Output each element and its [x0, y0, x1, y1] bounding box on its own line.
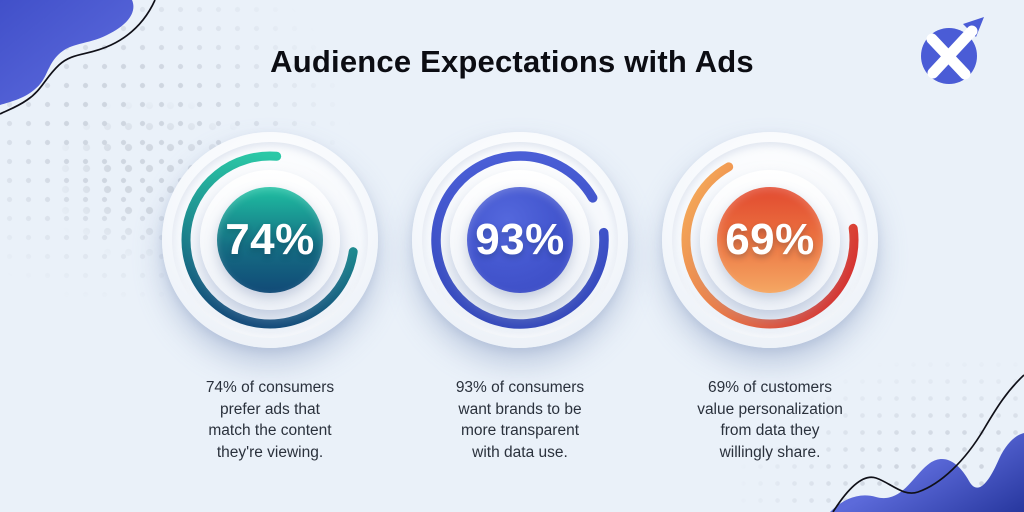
caption-line: 74% of consumers	[205, 379, 335, 396]
caption-line: 93% of consumers	[455, 379, 585, 396]
caption-line: with data use.	[472, 443, 568, 461]
caption-line: they're viewing.	[216, 443, 324, 461]
gauge-93: 93%	[412, 132, 628, 348]
gauge-69: 69%	[662, 132, 878, 348]
gauge-inner-plate: 74%	[200, 170, 340, 310]
caption-line: prefer ads that	[220, 400, 320, 418]
stat-column-69: 69% 69% of customers value personalizati…	[655, 132, 885, 463]
brand-logo-icon	[921, 17, 984, 84]
caption-line: from data they	[720, 422, 820, 439]
page-title: Audience Expectations with Ads	[270, 44, 754, 79]
caption-line: willingly share.	[719, 443, 821, 461]
stat-caption: 74% of consumers prefer ads that match t…	[155, 377, 385, 463]
percent-label: 93%	[475, 215, 565, 264]
gauge-disc: 69%	[717, 187, 823, 293]
caption-line: value personalization	[697, 400, 843, 418]
stat-caption: 69% of customers value personalization f…	[655, 377, 885, 463]
caption-line: more transparent	[460, 422, 580, 439]
stat-column-74: 74% 74% of consumers prefer ads that mat…	[155, 132, 385, 463]
caption-line: 69% of customers	[707, 379, 833, 396]
percent-label: 69%	[725, 215, 815, 264]
progress-ring-93-icon	[431, 151, 609, 329]
gauge-disc: 74%	[217, 187, 323, 293]
caption-line: want brands to be	[458, 400, 582, 418]
gauge-inner-plate: 93%	[450, 170, 590, 310]
progress-ring-74-icon	[181, 151, 359, 329]
gauge-disc: 93%	[467, 187, 573, 293]
stat-caption: 93% of consumers want brands to be more …	[405, 377, 635, 463]
progress-ring-69-icon	[681, 151, 859, 329]
stat-column-93: 93% 93% of consumers want brands to be m…	[405, 132, 635, 463]
gauge-74: 74%	[162, 132, 378, 348]
caption-line: match the content	[208, 422, 332, 439]
percent-label: 74%	[225, 215, 315, 264]
gauge-inner-plate: 69%	[700, 170, 840, 310]
